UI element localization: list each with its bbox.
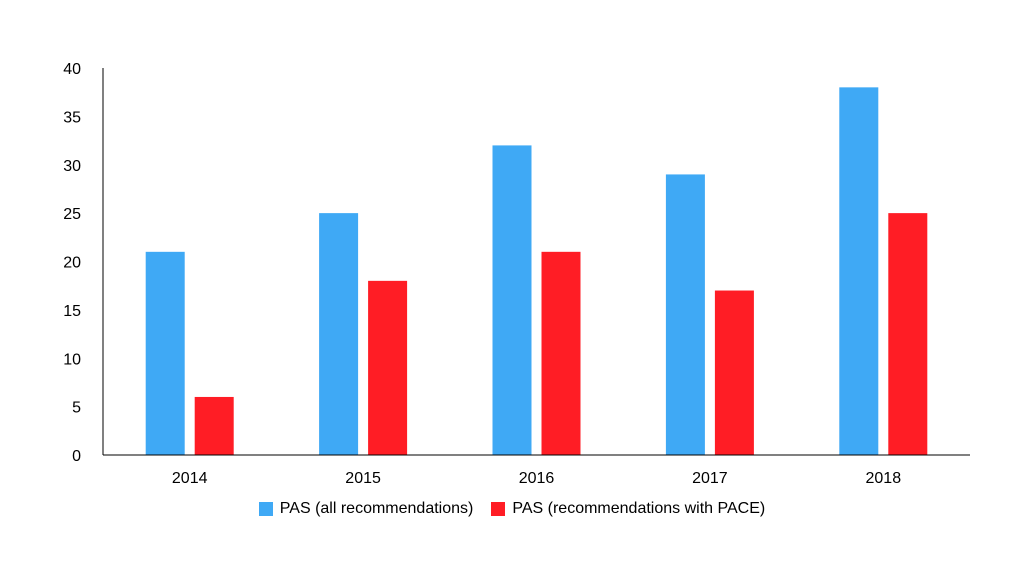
bar-series-1-2014 bbox=[145, 251, 185, 455]
bar-series-1-2015 bbox=[319, 213, 359, 455]
x-tick-label: 2014 bbox=[172, 470, 208, 487]
y-tick-label: 15 bbox=[63, 303, 81, 320]
y-tick-label: 35 bbox=[63, 109, 81, 126]
bar-series-2-2016 bbox=[541, 251, 581, 455]
bar-series-2-2018 bbox=[888, 213, 928, 455]
bar-marks bbox=[145, 87, 928, 456]
x-axis-ticks: 2014 2015 2016 2017 2018 bbox=[172, 470, 901, 487]
bar-series-2-2017 bbox=[714, 290, 754, 455]
y-tick-label: 0 bbox=[72, 448, 81, 465]
x-tick-label: 2018 bbox=[866, 470, 902, 487]
legend: PAS (all recommendations) PAS (recommend… bbox=[0, 500, 1024, 518]
y-tick-label: 40 bbox=[63, 61, 81, 78]
legend-item-series-1: PAS (all recommendations) bbox=[258, 500, 474, 518]
bar-series-1-2018 bbox=[839, 87, 879, 455]
y-tick-label: 5 bbox=[72, 400, 81, 417]
bar-series-1-2017 bbox=[665, 174, 705, 456]
bar-series-2-2015 bbox=[368, 280, 408, 455]
x-tick-label: 2015 bbox=[345, 470, 381, 487]
y-axis-ticks: 0 5 10 15 20 25 30 35 40 bbox=[63, 61, 81, 465]
legend-label-series-2: PAS (recommendations with PACE) bbox=[512, 500, 766, 517]
y-tick-label: 30 bbox=[63, 158, 81, 175]
bar-series-2-2014 bbox=[194, 396, 234, 455]
legend-label-series-1: PAS (all recommendations) bbox=[279, 500, 474, 517]
legend-item-series-2: PAS (recommendations with PACE) bbox=[491, 500, 765, 518]
x-tick-label: 2016 bbox=[519, 470, 555, 487]
x-tick-label: 2017 bbox=[692, 470, 728, 487]
y-tick-label: 20 bbox=[63, 255, 81, 272]
legend-swatch-series-2 bbox=[491, 502, 506, 516]
legend-swatch-series-1 bbox=[258, 502, 273, 516]
y-tick-label: 25 bbox=[63, 206, 81, 223]
y-tick-label: 10 bbox=[63, 351, 81, 368]
bar-series-1-2016 bbox=[492, 145, 532, 455]
